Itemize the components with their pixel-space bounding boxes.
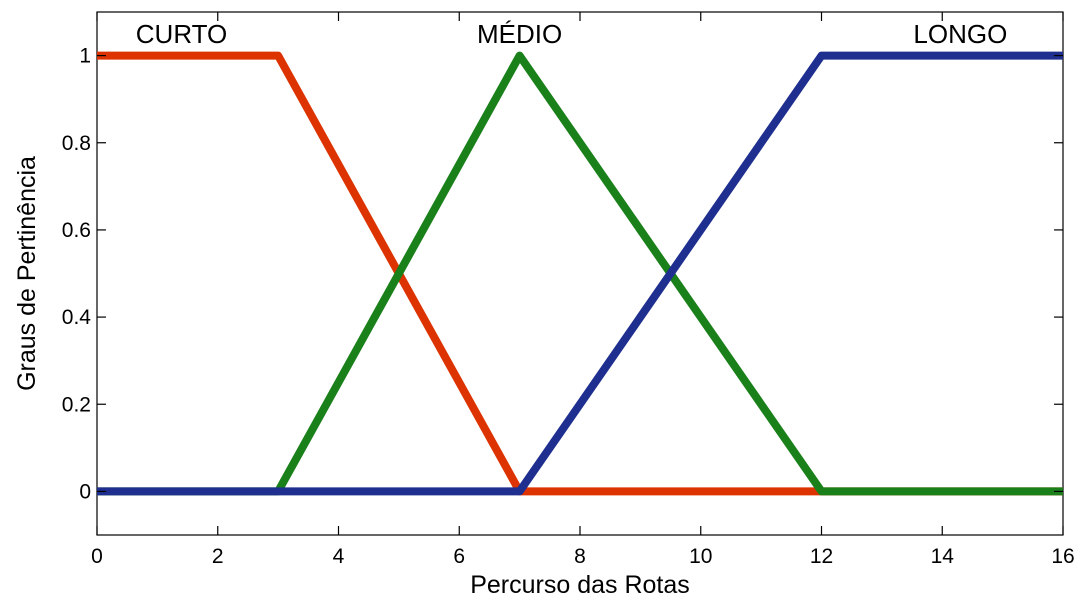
- series-layer: [97, 51, 1063, 496]
- y-tick-label: 0.6: [62, 219, 91, 242]
- y-tick-label: 1: [79, 45, 91, 68]
- y-tick-label: 0.4: [62, 306, 92, 329]
- x-tick-label: 16: [1051, 545, 1074, 568]
- y-tick-label: 0: [79, 480, 91, 503]
- x-tick-label: 0: [91, 545, 103, 568]
- x-tick-label: 10: [689, 545, 712, 568]
- series-line-medio: [97, 51, 1063, 496]
- series-label-curto: CURTO: [136, 19, 228, 49]
- y-axis-label: Graus de Pertinência: [13, 156, 41, 391]
- series-label-longo: LONGO: [913, 19, 1007, 49]
- x-tick-label: 6: [453, 545, 465, 568]
- series-line-longo: [97, 51, 1063, 496]
- x-tick-label: 4: [333, 545, 345, 568]
- x-axis-label: Percurso das Rotas: [470, 571, 690, 599]
- x-tick-label: 12: [810, 545, 833, 568]
- series-line-curto: [97, 51, 1063, 496]
- plot-area: [96, 11, 1064, 536]
- tick-layer: 0 2 4 6 8 10 12 14 16 0 0.2 0.4 0.6 0.8 1: [62, 12, 1075, 568]
- x-tick-label: 8: [574, 545, 586, 568]
- series-label-medio: MÉDIO: [477, 19, 562, 49]
- series-label-layer: CURTO MÉDIO LONGO: [136, 19, 1008, 49]
- y-tick-label: 0.2: [62, 393, 91, 416]
- y-tick-label: 0.8: [62, 132, 91, 155]
- x-tick-label: 14: [931, 545, 955, 568]
- x-tick-label: 2: [212, 545, 224, 568]
- plot-frame: [96, 11, 1064, 536]
